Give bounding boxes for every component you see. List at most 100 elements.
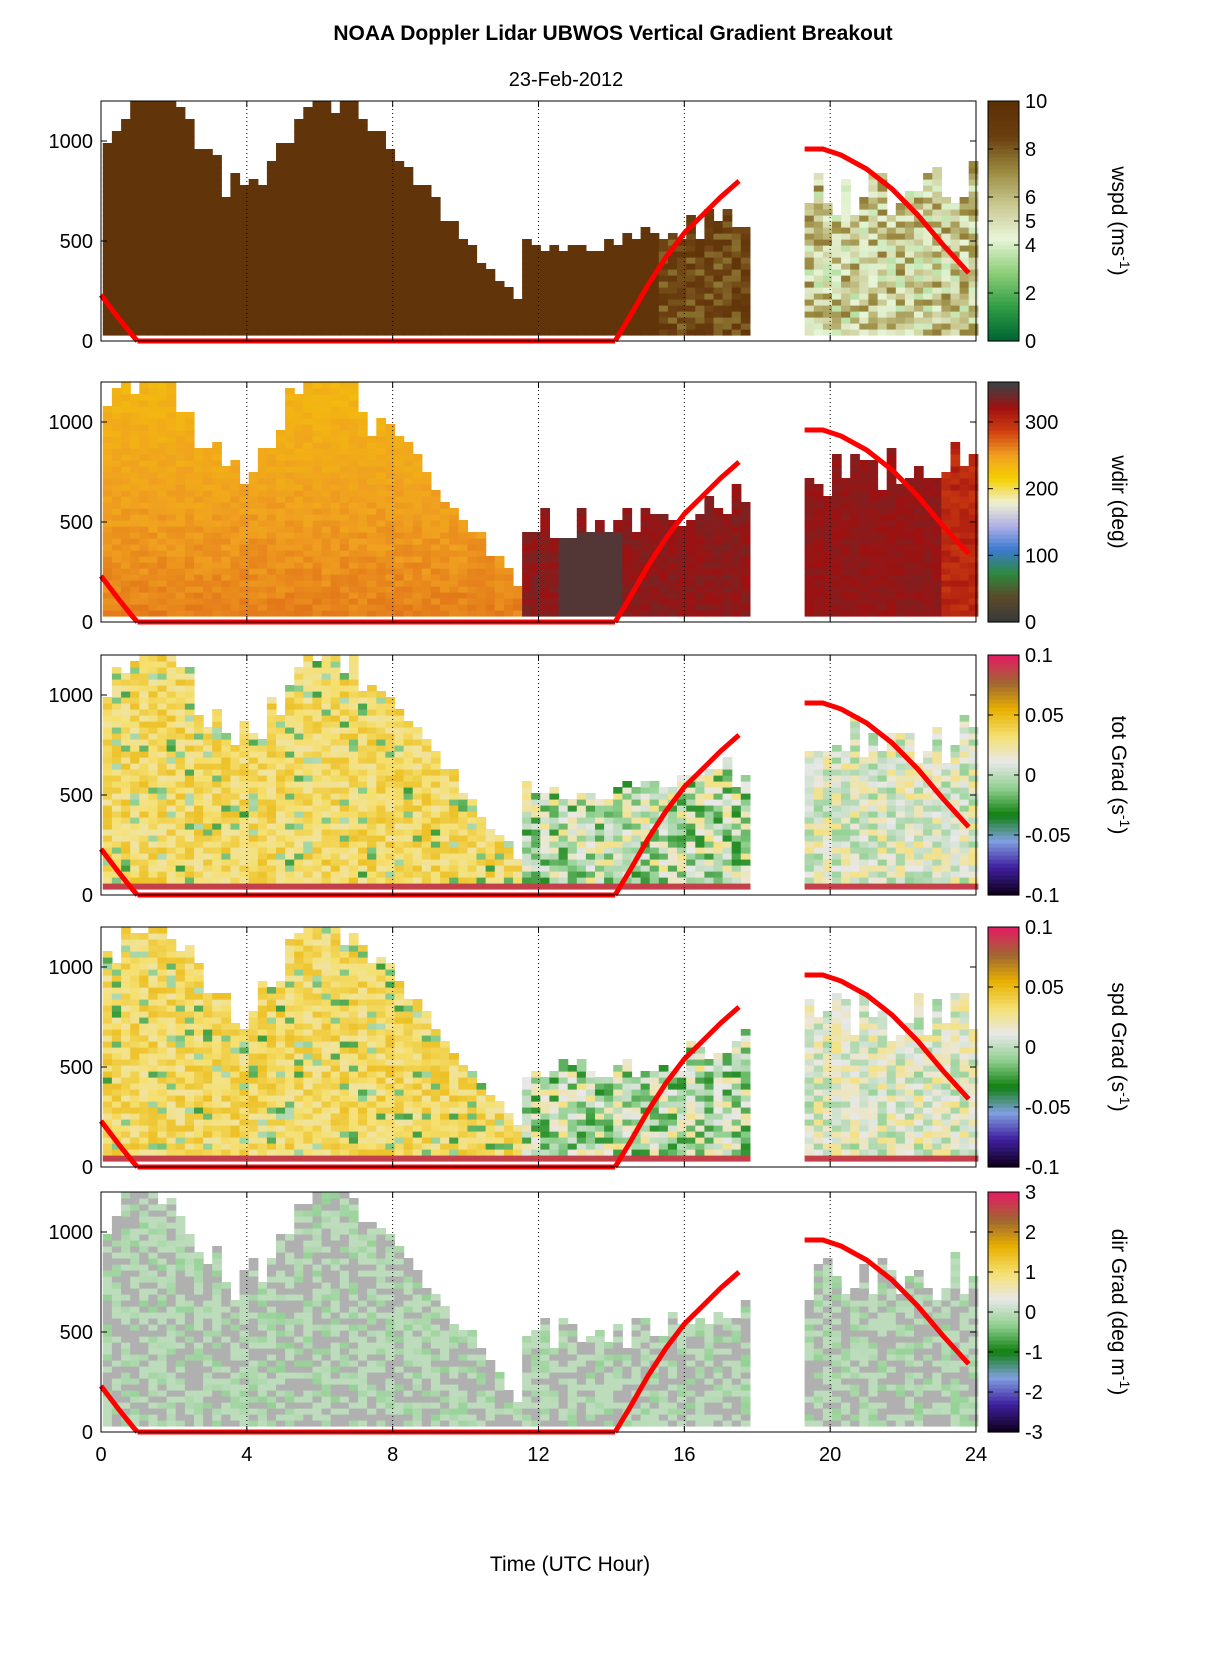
heatmap-cell — [376, 263, 386, 270]
heatmap-cell — [330, 287, 341, 294]
heatmap-cell — [914, 191, 924, 198]
heatmap-cell — [868, 598, 879, 605]
heatmap-cell — [421, 221, 432, 228]
heatmap-cell — [841, 514, 851, 521]
heatmap-cell — [923, 526, 933, 533]
heatmap-cell — [868, 317, 879, 324]
heatmap-cell — [585, 592, 596, 599]
heatmap-cell — [376, 293, 386, 300]
heatmap-cell — [859, 604, 869, 611]
heatmap-cell — [950, 610, 961, 617]
heatmap-cell — [121, 568, 131, 575]
heatmap-cell — [303, 424, 313, 431]
heatmap-cell — [832, 544, 842, 551]
heatmap-cell — [376, 185, 386, 192]
heatmap-cell — [868, 281, 879, 288]
heatmap-cell — [121, 709, 131, 716]
heatmap-cell — [895, 520, 906, 527]
heatmap-cell — [704, 209, 715, 216]
heatmap-cell — [194, 311, 204, 318]
heatmap-cell — [549, 574, 560, 581]
heatmap-cell — [139, 793, 149, 800]
heatmap-cell — [321, 245, 332, 252]
heatmap-cell — [175, 787, 186, 794]
heatmap-cell — [294, 532, 304, 539]
heatmap-cell — [130, 715, 140, 722]
heatmap-cell — [904, 598, 915, 605]
heatmap-cell — [111, 508, 122, 515]
heatmap-cell — [941, 532, 952, 539]
heatmap-cell — [804, 269, 815, 276]
heatmap-cell — [841, 508, 851, 515]
heatmap-cell — [403, 257, 414, 264]
heatmap-cell — [649, 562, 660, 569]
heatmap-cell — [941, 323, 952, 330]
heatmap-cell — [595, 538, 605, 545]
heatmap-cell — [184, 532, 195, 539]
heatmap-cell — [640, 263, 651, 270]
heatmap-cell — [102, 775, 113, 782]
heatmap-cell — [166, 394, 177, 401]
heatmap-cell — [695, 574, 705, 581]
heatmap-cell — [339, 418, 350, 425]
heatmap-cell — [339, 101, 350, 108]
heatmap-cell — [558, 544, 569, 551]
heatmap-cell — [412, 263, 423, 270]
heatmap-cell — [266, 203, 277, 210]
heatmap-cell — [567, 305, 578, 312]
heatmap-cell — [713, 299, 724, 306]
heatmap-cell — [257, 203, 268, 210]
heatmap-cell — [531, 317, 541, 324]
heatmap-cell — [914, 556, 924, 563]
heatmap-cell — [148, 799, 159, 806]
heatmap-cell — [904, 586, 915, 593]
colorbar-swatch — [988, 614, 1019, 619]
heatmap-cell — [248, 580, 259, 587]
heatmap-cell — [130, 508, 140, 515]
heatmap-cell — [203, 544, 213, 551]
heatmap-cell — [148, 883, 159, 890]
heatmap-cell — [358, 478, 368, 485]
heatmap-cell — [294, 586, 304, 593]
heatmap-cell — [540, 508, 550, 515]
heatmap-cell — [604, 263, 614, 270]
heatmap-cell — [394, 311, 405, 318]
y-tick-label: 0 — [82, 331, 93, 353]
heatmap-cell — [631, 245, 642, 252]
heatmap-cell — [850, 257, 860, 264]
heatmap-cell — [804, 496, 815, 503]
heatmap-cell — [248, 245, 259, 252]
heatmap-cell — [595, 293, 605, 300]
heatmap-cell — [121, 763, 131, 770]
heatmap-cell — [348, 490, 359, 497]
heatmap-cell — [184, 472, 195, 479]
heatmap-cell — [923, 490, 933, 497]
heatmap-cell — [321, 233, 332, 240]
heatmap-cell — [376, 472, 386, 479]
heatmap-cell — [303, 382, 313, 389]
heatmap-cell — [631, 532, 642, 539]
heatmap-cell — [303, 448, 313, 455]
heatmap-cell — [704, 598, 715, 605]
heatmap-cell — [157, 185, 168, 192]
heatmap-cell — [312, 490, 323, 497]
heatmap-cell — [467, 287, 478, 294]
heatmap-cell — [139, 305, 149, 312]
heatmap-cell — [157, 227, 168, 234]
heatmap-cell — [412, 472, 423, 479]
heatmap-cell — [731, 532, 742, 539]
heatmap-cell — [358, 215, 368, 222]
heatmap-cell — [130, 733, 140, 740]
heatmap-cell — [194, 610, 204, 617]
heatmap-cell — [257, 508, 268, 515]
heatmap-cell — [567, 281, 578, 288]
heatmap-cell — [822, 586, 833, 593]
heatmap-cell — [859, 293, 869, 300]
heatmap-cell — [604, 323, 614, 330]
heatmap-cell — [139, 203, 149, 210]
heatmap-cell — [914, 233, 924, 240]
heatmap-cell — [731, 562, 742, 569]
heatmap-cell — [367, 598, 377, 605]
heatmap-cell — [175, 329, 186, 336]
heatmap-cell — [367, 263, 377, 270]
